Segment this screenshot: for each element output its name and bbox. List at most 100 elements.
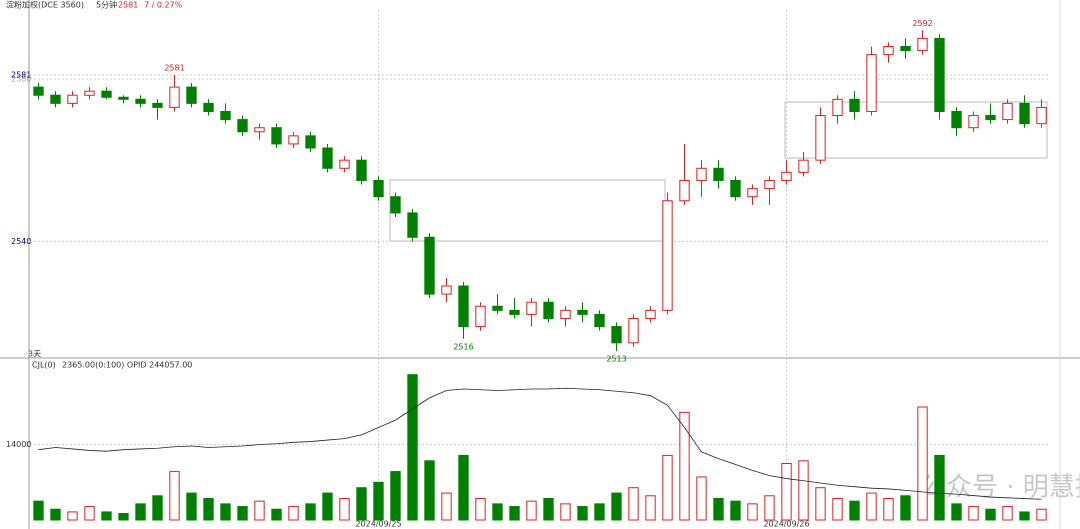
volume-bar: [747, 503, 758, 521]
volume-bar: [135, 503, 146, 521]
candle-body: [713, 167, 724, 181]
volume-bar: [866, 492, 877, 521]
volume-bar: [169, 471, 180, 521]
candle-body: [679, 179, 690, 202]
volume-bar: [883, 497, 894, 521]
candle-body: [968, 115, 979, 129]
candle-body: [611, 326, 622, 344]
volume-bar: [220, 503, 231, 521]
volume-bar: [203, 497, 214, 521]
candle-body: [50, 94, 61, 104]
candle-body: [84, 90, 95, 96]
last-price: 2581: [118, 1, 138, 10]
extreme-label: 2516: [453, 342, 473, 351]
candle-body: [866, 54, 877, 112]
extreme-label: 2581: [164, 63, 184, 72]
volume-bar: [849, 500, 860, 521]
candle-body: [543, 301, 554, 319]
volume-bar: [662, 454, 673, 521]
candle-body: [815, 115, 826, 161]
candle-body: [390, 196, 401, 214]
candle-body: [407, 212, 418, 238]
candle-body: [560, 309, 571, 319]
volume-bar: [237, 506, 248, 521]
candle-body: [645, 309, 656, 319]
candle-body: [152, 102, 163, 108]
candle-body: [951, 110, 962, 129]
candle-body: [662, 200, 673, 311]
candle-body: [764, 179, 775, 190]
candle-body: [271, 127, 282, 145]
candle-body: [849, 98, 860, 112]
x-tick-label: 2024/09/25: [355, 520, 401, 529]
v-tick-label: 14000: [6, 440, 31, 449]
volume-bar: [101, 511, 112, 521]
candle-body: [373, 179, 384, 198]
candle-body: [1019, 102, 1030, 125]
volume-bar: [781, 462, 792, 521]
range-label: 3天: [28, 350, 41, 359]
candle-body: [458, 285, 469, 328]
candle-body: [475, 305, 486, 328]
candle-body: [798, 159, 809, 173]
range-box: [784, 101, 1048, 159]
candle-body: [169, 86, 180, 108]
extreme-label: 2513: [606, 354, 626, 363]
candle-body: [356, 159, 367, 181]
candle-body: [118, 96, 129, 100]
volume-bar: [424, 460, 435, 521]
volume-bar: [934, 454, 945, 521]
volume-bar: [288, 506, 299, 521]
volume-bar: [730, 500, 741, 521]
volume-bar: [1036, 508, 1047, 521]
volume-info: 2365.00(0:100) OPID 244057.00: [62, 361, 192, 370]
volume-bar: [679, 411, 690, 521]
change: 7 / 0.27%: [144, 1, 183, 10]
volume-bar: [322, 492, 333, 521]
candle-body: [509, 309, 520, 315]
y-tick-label: 2540: [11, 237, 31, 246]
volume-bar: [968, 506, 979, 521]
volume-bar: [373, 481, 384, 521]
candle-body: [1036, 106, 1047, 125]
volume-bar: [475, 497, 486, 521]
volume-bar: [798, 460, 809, 521]
volume-bar: [577, 506, 588, 521]
candle-body: [237, 119, 248, 133]
volume-bar: [1002, 506, 1013, 521]
candle-body: [101, 90, 112, 98]
volume-bar: [815, 487, 826, 521]
volume-bar: [33, 500, 44, 521]
candle-body: [254, 127, 265, 133]
volume-bar: [917, 406, 928, 521]
candle-body: [186, 86, 197, 104]
candle-body: [305, 135, 316, 149]
volume-bar: [118, 513, 129, 521]
x-tick-label: 2024/09/26: [763, 520, 809, 529]
candle-body: [883, 46, 894, 56]
volume-bar: [611, 492, 622, 521]
volume-bar: [832, 497, 843, 521]
candle-body: [781, 171, 792, 181]
candle-body: [339, 159, 350, 169]
candle-body: [220, 110, 231, 121]
volume-bar: [560, 503, 571, 521]
candle-body: [441, 285, 452, 295]
period: 5分钟: [96, 0, 117, 10]
volume-bar: [628, 487, 639, 521]
candle-body: [424, 236, 435, 295]
volume-bar: [254, 500, 265, 521]
volume-bar: [152, 495, 163, 521]
volume-bar: [186, 492, 197, 521]
candle-body: [67, 94, 78, 104]
volume-bar: [594, 503, 605, 521]
volume-bar: [645, 495, 656, 521]
candle-body: [696, 167, 707, 181]
candle-body: [832, 98, 843, 117]
candle-body: [203, 102, 214, 112]
volume-bar: [985, 508, 996, 521]
candle-body: [526, 301, 537, 315]
volume-bar: [50, 508, 61, 521]
